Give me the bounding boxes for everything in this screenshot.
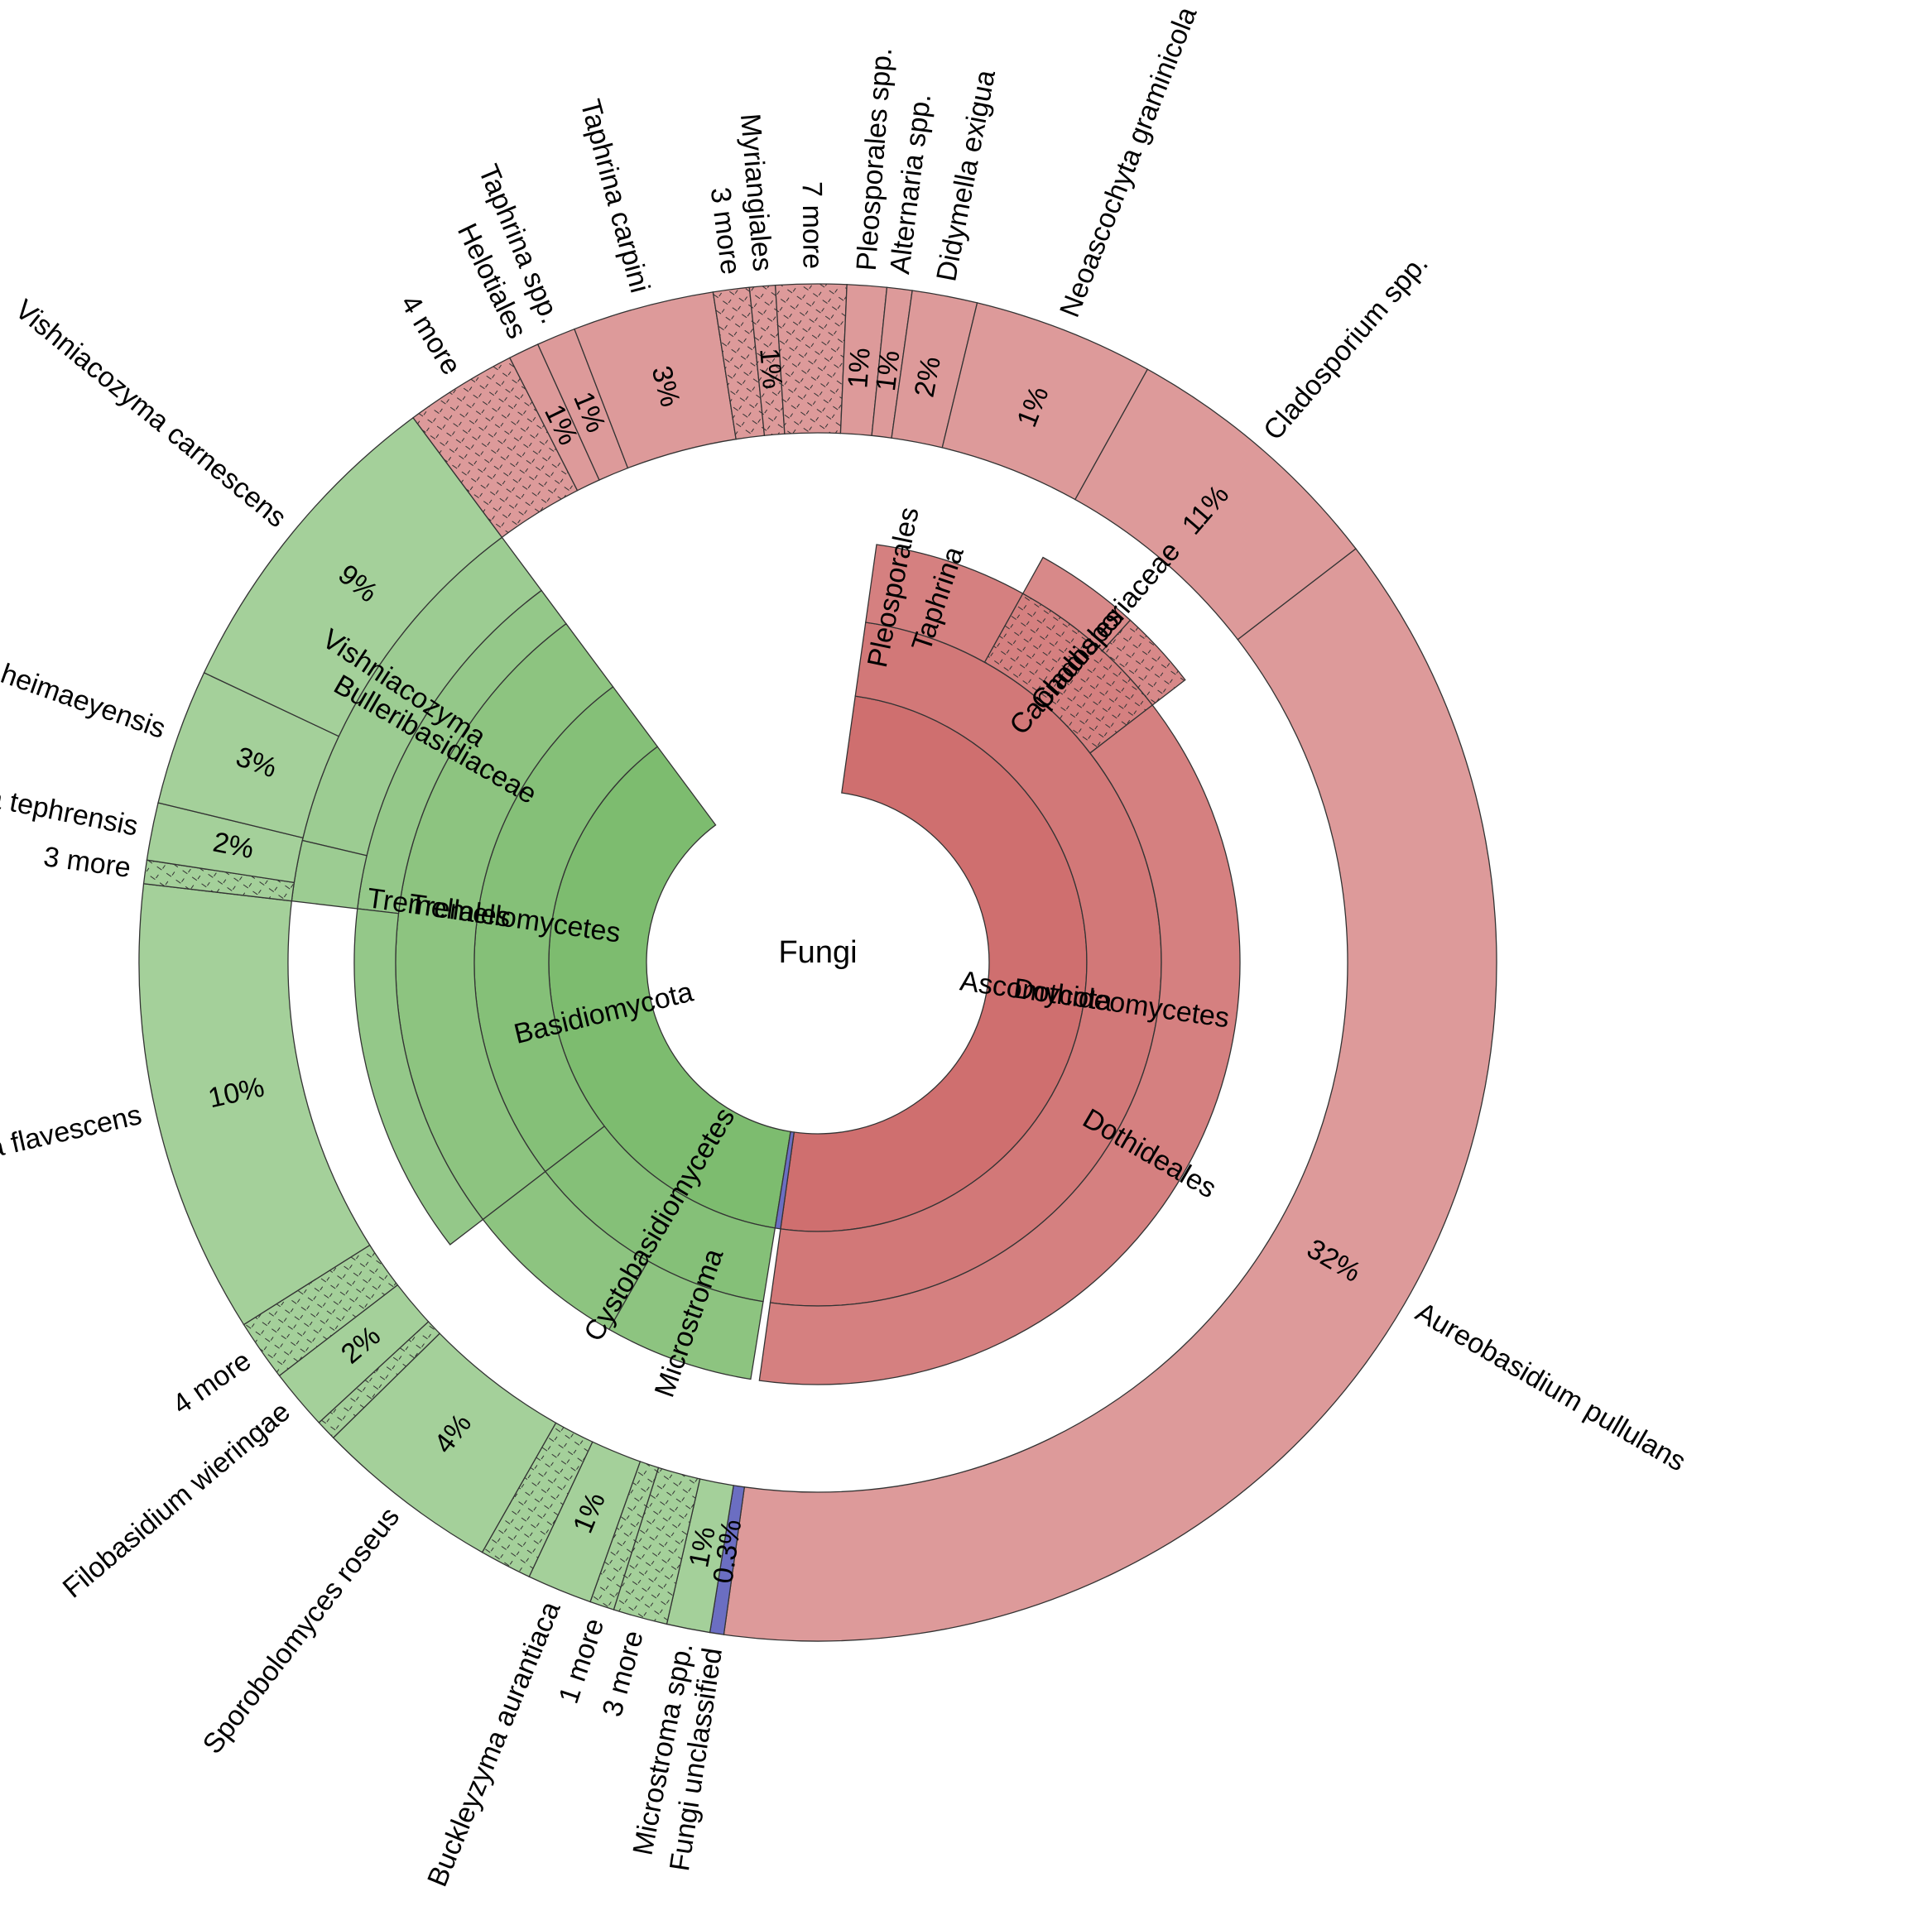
percent-label: 1%: [683, 1524, 722, 1570]
wedge-hatch: [1102, 620, 1185, 705]
wedge-hatch: [243, 1245, 398, 1376]
leaf-label-4-more: 4 more: [167, 1345, 257, 1421]
leaf-label-cladosporium-spp: Cladosporium spp.: [1257, 248, 1435, 447]
percent-label: 2%: [909, 354, 948, 400]
root-label: Fungi: [778, 935, 857, 970]
leaf-label-papiliotrema-flavescens: Papiliotrema flavescens: [0, 1099, 145, 1196]
wedge-aureobasidium-pullulans: [723, 548, 1497, 1642]
leaf-label-filobasidium-wieringae: Filobasidium wieringae: [57, 1396, 296, 1605]
percent-label: 1%: [870, 348, 906, 392]
wedge-node-2: [774, 1131, 795, 1230]
leaf-label-neoascochyta-graminicola: Neoascochyta graminicola: [1054, 2, 1203, 321]
sunburst-wedges: [138, 283, 1497, 1642]
wedge-cladosporium-spp: [1074, 368, 1357, 641]
leaf-label-vishniacozyma-heimaeyensis: Vishniacozyma heimaeyensis: [0, 593, 170, 745]
wedge-hatch: [590, 1461, 659, 1611]
leaf-label-taphrina-carpini: Taphrina carpini: [574, 96, 656, 296]
wedge-hatch: [613, 1467, 700, 1625]
wedge-hatch: [413, 358, 578, 538]
wedge-hatch: [775, 284, 848, 434]
wedge-hatch: [984, 593, 1153, 753]
wedge-dothideales: [758, 704, 1241, 1385]
percent-label: 1%: [842, 347, 876, 390]
percent-label: 1%: [753, 347, 788, 390]
leaf-label-sporobolomyces-roseus: Sporobolomyces roseus: [197, 1501, 406, 1759]
wedge-hatch: [143, 860, 295, 901]
wedge-hatch: [713, 287, 765, 439]
leaf-label-3-more: 3 more: [704, 185, 747, 276]
leaf-label-3-more: 3 more: [41, 841, 132, 884]
leaf-label-7-more: 7 more: [796, 181, 829, 269]
leaf-label-didymella-exigua: Didymella exigua: [930, 67, 1002, 284]
wedge-node-11: [482, 1170, 649, 1331]
leaf-label-4-more: 4 more: [394, 290, 467, 381]
leaf-label-buckleyzyma-aurantiaca: Buckleyzyma aurantiaca: [421, 1597, 566, 1891]
leaf-label-aureobasidium-pullulans: Aureobasidium pullulans: [1411, 1296, 1691, 1477]
leaf-label-vishniacozyma-tephrensis: Vishniacozyma tephrensis: [0, 748, 141, 842]
wedge-hatch: [319, 1321, 440, 1438]
wedge-hatch: [482, 1423, 593, 1577]
wedge-node-15: [353, 908, 484, 1246]
leaf-label-vishniacozyma-carnescens: Vishniacozyma carnescens: [9, 294, 292, 534]
wedge-hatch: [749, 285, 785, 436]
percent-label: 2%: [210, 826, 257, 865]
